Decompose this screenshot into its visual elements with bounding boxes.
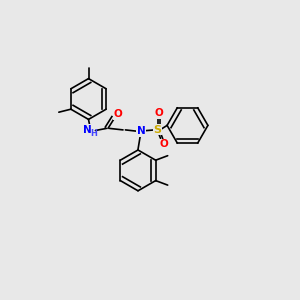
Text: N: N: [83, 125, 92, 135]
Text: N: N: [136, 126, 146, 136]
Text: H: H: [90, 129, 97, 138]
Text: S: S: [154, 125, 161, 135]
Text: O: O: [159, 139, 168, 149]
Text: O: O: [113, 109, 122, 119]
Text: O: O: [154, 108, 163, 118]
